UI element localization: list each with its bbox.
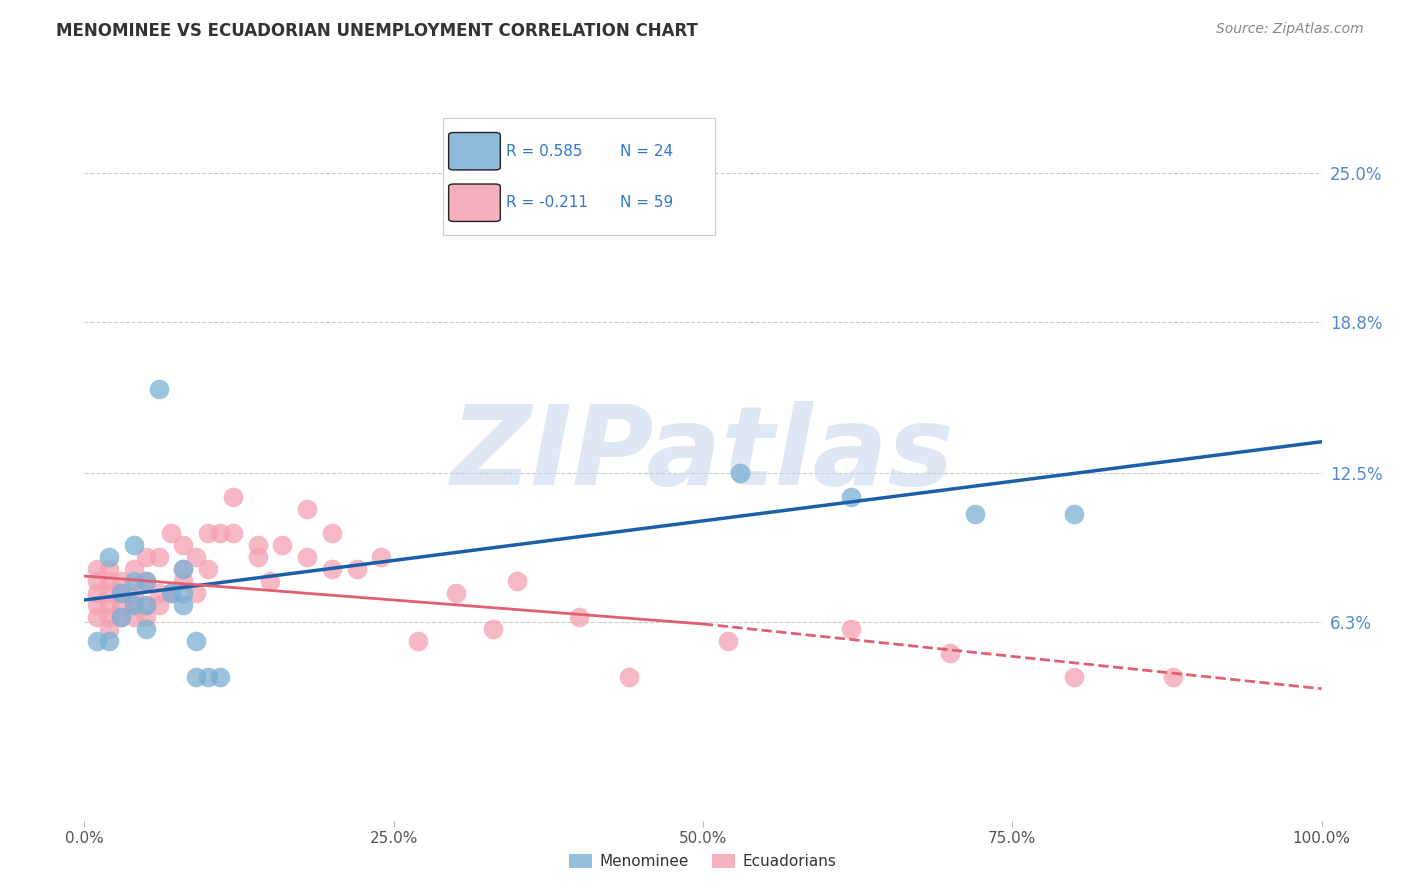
Point <box>148 598 170 612</box>
Point <box>122 562 145 576</box>
Point <box>98 549 121 564</box>
Point <box>728 466 751 480</box>
Point <box>122 598 145 612</box>
Point <box>209 525 232 540</box>
Legend: Menominee, Ecuadorians: Menominee, Ecuadorians <box>564 848 842 875</box>
Point <box>370 549 392 564</box>
Point <box>222 490 245 504</box>
Point <box>295 549 318 564</box>
Point <box>98 574 121 588</box>
Point <box>246 538 269 552</box>
Point <box>568 609 591 624</box>
Point <box>135 574 157 588</box>
Point <box>110 598 132 612</box>
Point <box>135 598 157 612</box>
Point <box>98 622 121 636</box>
Point <box>1063 507 1085 521</box>
Point <box>86 609 108 624</box>
Point <box>148 382 170 396</box>
Point <box>135 622 157 636</box>
Point <box>444 586 467 600</box>
Point <box>172 538 194 552</box>
Point <box>346 562 368 576</box>
Point <box>110 586 132 600</box>
Text: Source: ZipAtlas.com: Source: ZipAtlas.com <box>1216 22 1364 37</box>
Point <box>841 622 863 636</box>
Point <box>246 549 269 564</box>
Text: MENOMINEE VS ECUADORIAN UNEMPLOYMENT CORRELATION CHART: MENOMINEE VS ECUADORIAN UNEMPLOYMENT COR… <box>56 22 699 40</box>
Point <box>148 549 170 564</box>
Point <box>321 562 343 576</box>
Point <box>209 670 232 684</box>
Point <box>271 538 294 552</box>
Point <box>160 525 183 540</box>
Point <box>408 633 430 648</box>
Point <box>160 586 183 600</box>
Point <box>135 574 157 588</box>
Point <box>86 586 108 600</box>
Point <box>172 598 194 612</box>
Point <box>197 562 219 576</box>
Point <box>86 574 108 588</box>
Point <box>98 609 121 624</box>
Text: ZIPatlas: ZIPatlas <box>451 401 955 508</box>
Point <box>259 574 281 588</box>
Point <box>110 609 132 624</box>
Point <box>110 609 132 624</box>
Point <box>110 586 132 600</box>
Point <box>135 549 157 564</box>
Point <box>184 586 207 600</box>
Point <box>295 501 318 516</box>
Point <box>86 633 108 648</box>
Point <box>197 670 219 684</box>
Point <box>172 574 194 588</box>
Point <box>172 586 194 600</box>
Point <box>1063 670 1085 684</box>
Point <box>841 490 863 504</box>
Point <box>98 633 121 648</box>
Point <box>86 562 108 576</box>
Point <box>160 586 183 600</box>
Point <box>98 586 121 600</box>
Point <box>122 598 145 612</box>
Point <box>506 574 529 588</box>
Point <box>122 609 145 624</box>
Point <box>222 525 245 540</box>
Point <box>148 586 170 600</box>
Point <box>122 538 145 552</box>
Point <box>172 562 194 576</box>
Point <box>965 507 987 521</box>
Point <box>135 609 157 624</box>
Point <box>197 525 219 540</box>
Point <box>98 562 121 576</box>
Point <box>717 633 740 648</box>
Point <box>122 586 145 600</box>
Point <box>135 598 157 612</box>
Point <box>110 574 132 588</box>
Point <box>98 598 121 612</box>
Point <box>939 646 962 660</box>
Point <box>321 525 343 540</box>
Point <box>122 574 145 588</box>
Point <box>481 622 503 636</box>
Point <box>617 670 640 684</box>
Point <box>184 670 207 684</box>
Point <box>172 562 194 576</box>
Point <box>1161 670 1184 684</box>
Point <box>184 549 207 564</box>
Point <box>184 633 207 648</box>
Point <box>86 598 108 612</box>
